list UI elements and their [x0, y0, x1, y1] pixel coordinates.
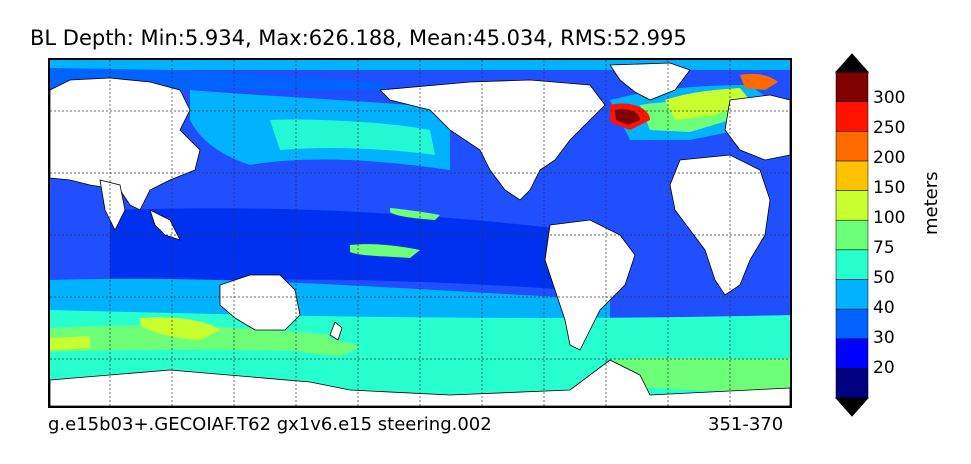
land [50, 62, 790, 406]
eq-patch [350, 244, 420, 258]
atl-yellow [665, 88, 750, 120]
gridlines [50, 60, 790, 406]
colorbar-top-arrow [834, 53, 870, 73]
land-africa [669, 154, 771, 296]
year-range: 351-370 [708, 414, 784, 435]
colorbar-segment [835, 71, 869, 102]
land-antarctica [50, 359, 790, 406]
colorbar-tick: 250 [873, 118, 906, 138]
colorbar-tick: 300 [873, 88, 906, 108]
land-australia [219, 274, 301, 331]
colorbar-segment [835, 160, 869, 191]
eq-patch-2 [390, 208, 440, 220]
equatorial-band [110, 208, 570, 290]
land-nz [329, 321, 343, 341]
colorbar-tick: 30 [873, 328, 895, 348]
land-greenland [609, 62, 691, 101]
southern-yellow [140, 317, 220, 340]
colorbar-tick: 50 [873, 268, 895, 288]
colorbar-segment [835, 131, 869, 162]
north-pacific-cyan [270, 119, 435, 155]
colorbar [834, 53, 870, 417]
map-svg [50, 60, 790, 406]
colorbar-segment [835, 101, 869, 132]
colorbar-segment [835, 308, 869, 339]
plot-title: BL Depth: Min:5.934, Max:626.188, Mean:4… [30, 26, 687, 50]
colorbar-segment [835, 279, 869, 310]
colorbar-tick: 20 [873, 358, 895, 378]
colorbar-tick: 150 [873, 178, 906, 198]
land-europe [724, 94, 790, 161]
colorbar-tick: 100 [873, 208, 906, 228]
colorbar-segment [835, 368, 869, 399]
colorbar-bottom-arrow [834, 397, 870, 417]
barents-orange [740, 73, 778, 90]
colorbar-segment [835, 219, 869, 251]
southern-green-mid [280, 338, 360, 356]
colorbar-tick: 75 [873, 238, 895, 258]
atl-darkred [615, 109, 640, 125]
colorbar-segment [835, 249, 869, 280]
southern-yellow-west [50, 336, 90, 350]
colorbar-segments [835, 71, 869, 399]
case-name: g.e15b03+.GECOIAF.T62 gx1v6.e15 steering… [48, 414, 492, 435]
land-india [99, 179, 126, 231]
colorbar-tick: 40 [873, 298, 895, 318]
land-se-asia [149, 209, 181, 241]
colorbar-segment [835, 338, 869, 369]
world-map [48, 58, 792, 408]
colorbar-tick: 200 [873, 148, 906, 168]
southern-green-atl [610, 357, 790, 391]
colorbar-segment [835, 190, 869, 221]
land-north-america [379, 79, 606, 201]
colorbar-label: meters [921, 171, 942, 235]
